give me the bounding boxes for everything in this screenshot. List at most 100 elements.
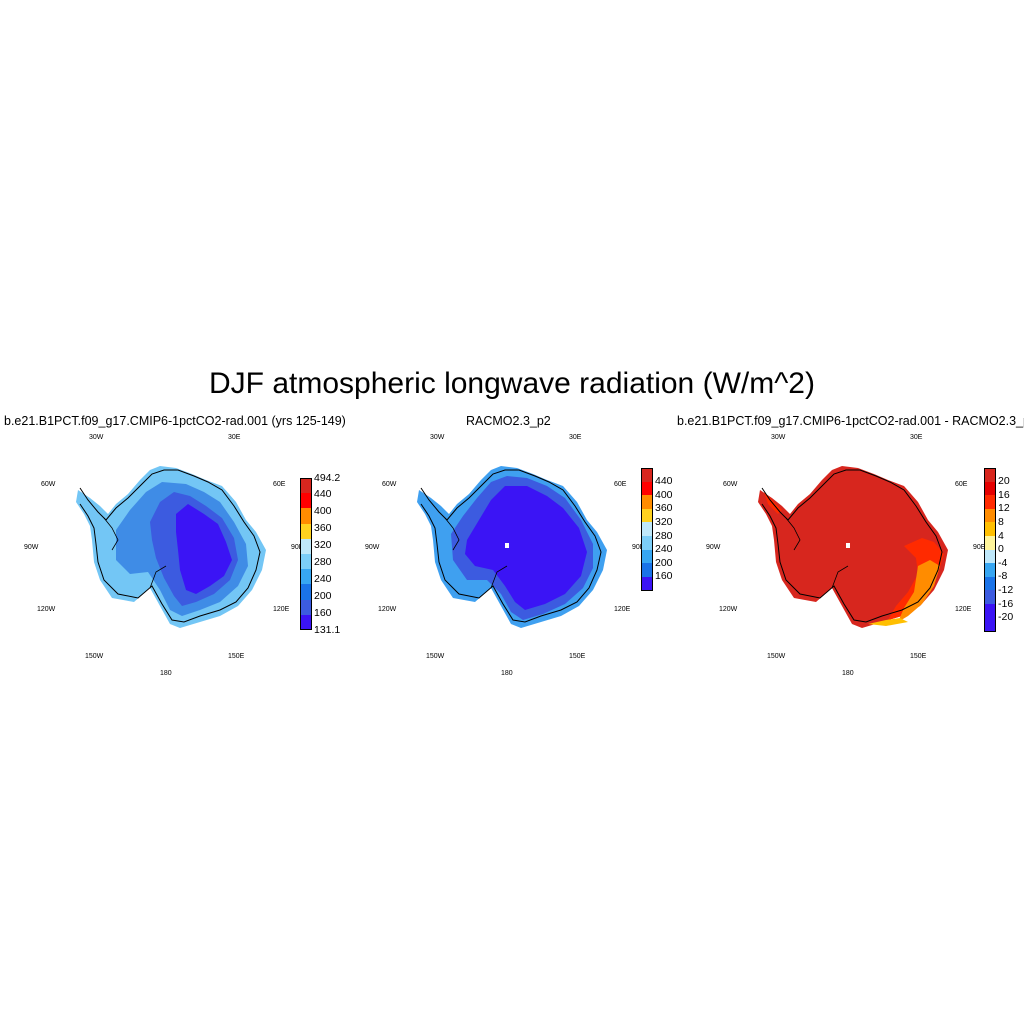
lon-label-30e: 30E (910, 434, 923, 441)
panel-title: b.e21.B1PCT.f09_g17.CMIP6-1pctCO2-rad.00… (677, 414, 1024, 428)
lon-label-30w: 30W (771, 434, 786, 441)
lon-label-150e: 150E (569, 653, 586, 660)
lon-label-150e: 150E (228, 653, 245, 660)
colorbar-segment (984, 468, 996, 483)
panel-racmo: RACMO2.3_p2 30W 30E 60W 60E 90W 90E 120W… (341, 410, 683, 680)
lon-label-120e: 120E (614, 606, 631, 613)
lon-label-60w: 60W (41, 481, 56, 488)
colorbar-segment (984, 576, 996, 591)
colorbar-label: 240 (655, 543, 673, 556)
lon-label-180: 180 (501, 670, 513, 677)
panel-difference: b.e21.B1PCT.f09_g17.CMIP6-1pctCO2-rad.00… (677, 410, 1024, 680)
colorbar-segment (300, 508, 312, 525)
lon-label-150e: 150E (910, 653, 927, 660)
lon-label-120w: 120W (719, 606, 738, 613)
ice-shelf-line (444, 517, 508, 589)
colorbar-label: 131.1 (314, 623, 341, 636)
colorbar-label: 16 (998, 488, 1010, 501)
panel-title: b.e21.B1PCT.f09_g17.CMIP6-1pctCO2-rad.00… (4, 414, 346, 428)
lon-label-60e: 60E (614, 481, 627, 488)
lon-label-30e: 30E (569, 434, 582, 441)
colorbar-segment (300, 478, 312, 494)
colorbar-label: -12 (998, 583, 1014, 596)
colorbar-segment (984, 522, 996, 537)
lon-label-30w: 30W (430, 434, 445, 441)
lon-label-150w: 150W (85, 653, 104, 660)
colorbar-segment (641, 549, 653, 564)
coastline (79, 469, 261, 623)
colorbar-label: 360 (655, 502, 673, 515)
field-inner (465, 486, 587, 610)
colorbar-label: 200 (314, 589, 332, 602)
ice-shelf-line (785, 517, 849, 589)
colorbar-label: -4 (998, 556, 1008, 569)
colorbar-label: 280 (314, 555, 332, 568)
lon-label-90e: 90E (632, 544, 645, 551)
lon-label-150w: 150W (426, 653, 445, 660)
colorbar-segment (984, 563, 996, 578)
ice-shelf-line (103, 517, 167, 589)
colorbar-label: 440 (314, 488, 332, 501)
colorbar-segment (984, 481, 996, 496)
field-outer (758, 466, 948, 628)
lon-label-120e: 120E (955, 606, 972, 613)
colorbar-label: 494.2 (314, 471, 341, 484)
lon-label-90e: 90E (973, 544, 986, 551)
lon-label-90w: 90W (24, 544, 39, 551)
colorbar-segment (984, 617, 996, 632)
colorbar-label: 320 (655, 515, 673, 528)
colorbar-segment (641, 522, 653, 537)
colorbar-segment (300, 599, 312, 616)
colorbar: 440 400 360 320 280 240 200 160 (641, 468, 701, 591)
colorbar-segment (984, 536, 996, 551)
lon-label-120w: 120W (37, 606, 56, 613)
colorbar-segment (641, 536, 653, 551)
colorbar: 20 16 12 8 4 0 -4 -8 -12 -16 -20 (984, 468, 1024, 632)
antarctica-map (76, 466, 266, 628)
colorbar-segment (641, 508, 653, 523)
lon-label-150w: 150W (767, 653, 786, 660)
colorbar-label: 440 (655, 475, 673, 488)
colorbar-label: 400 (655, 488, 673, 501)
colorbar-label: 320 (314, 539, 332, 552)
lon-label-180: 180 (160, 670, 172, 677)
coastline (761, 469, 943, 623)
antarctica-map (758, 466, 948, 628)
colorbar-label: -8 (998, 570, 1008, 583)
lon-label-60w: 60W (723, 481, 738, 488)
colorbar-segment (984, 508, 996, 523)
colorbar-label: 160 (314, 606, 332, 619)
main-title: DJF atmospheric longwave radiation (W/m^… (209, 367, 815, 400)
colorbar-segment (641, 495, 653, 510)
lon-label-180: 180 (842, 670, 854, 677)
lon-label-90e: 90E (291, 544, 304, 551)
warm-anomaly-edge (868, 618, 908, 626)
colorbar-label: 400 (314, 505, 332, 518)
colorbar: 494.2 440 400 360 320 280 240 200 160 131.1 (300, 472, 360, 635)
colorbar-segment (984, 604, 996, 619)
colorbar-label: 200 (655, 556, 673, 569)
antarctica-map (417, 466, 607, 628)
colorbar-segment (300, 523, 312, 540)
colorbar-label: 240 (314, 572, 332, 585)
colorbar-label: 4 (998, 529, 1004, 542)
pole-gap (505, 543, 509, 548)
colorbar-segment (984, 549, 996, 564)
coastline (420, 469, 602, 623)
pole-gap (846, 543, 850, 548)
panel-title: RACMO2.3_p2 (466, 414, 551, 428)
colorbar-segment (300, 614, 312, 631)
panel-model: b.e21.B1PCT.f09_g17.CMIP6-1pctCO2-rad.00… (0, 410, 346, 680)
lon-label-120e: 120E (273, 606, 290, 613)
colorbar-segment (300, 569, 312, 585)
colorbar-segment (300, 554, 312, 570)
colorbar-label: 280 (655, 529, 673, 542)
colorbar-segment (300, 493, 312, 509)
lon-label-30e: 30E (228, 434, 241, 441)
colorbar-segment (641, 576, 653, 591)
lon-label-120w: 120W (378, 606, 397, 613)
colorbar-segment (300, 584, 312, 601)
colorbar-label: 0 (998, 543, 1004, 556)
lon-label-60e: 60E (273, 481, 286, 488)
colorbar-label: 360 (314, 522, 332, 535)
